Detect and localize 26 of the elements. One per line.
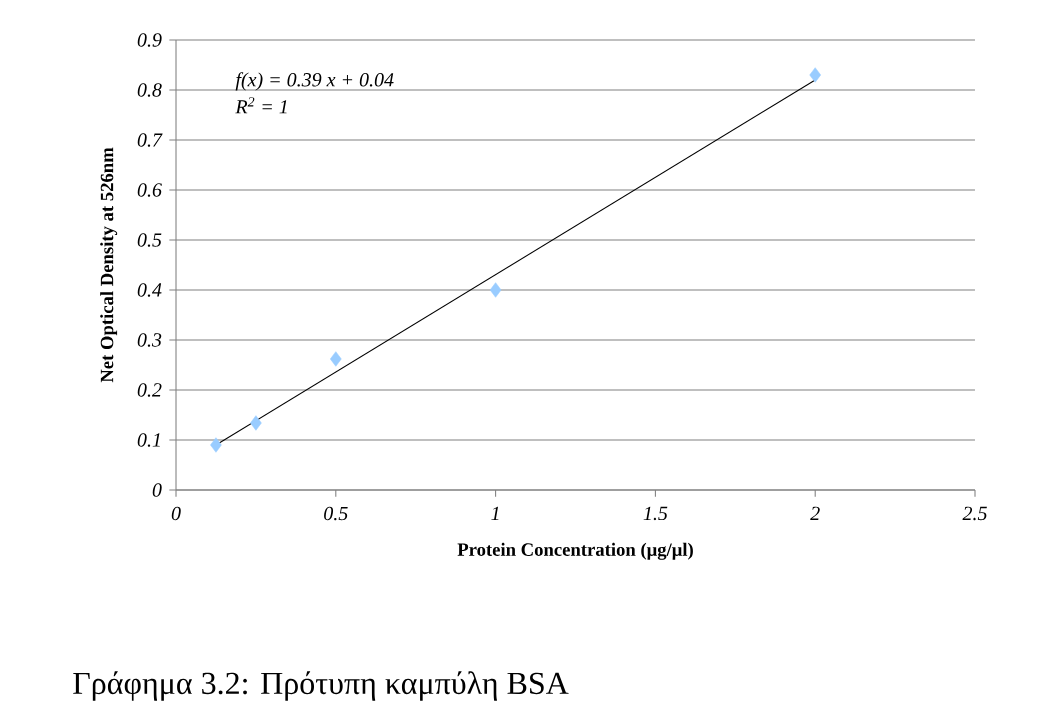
x-tick-label: 2.5 bbox=[962, 506, 987, 521]
y-axis-title: Net Optical Density at 526nm bbox=[100, 147, 118, 383]
y-tick-label: 0.9 bbox=[137, 33, 162, 47]
x-tick-label: 0 bbox=[171, 506, 181, 521]
y-tick-label: 0.7 bbox=[137, 133, 163, 147]
y-tick-label: 0 bbox=[152, 483, 162, 497]
point bbox=[809, 67, 821, 83]
x-axis-title: Protein Concentration (μg/μl) bbox=[457, 542, 693, 560]
x-tick-label: 1.5 bbox=[643, 506, 668, 521]
y-tick-label: 0.8 bbox=[137, 83, 162, 97]
y-tick-label: 0.1 bbox=[137, 433, 160, 447]
x-tick-label: 1 bbox=[491, 506, 499, 520]
y-tick-label: 0.4 bbox=[137, 283, 162, 297]
point bbox=[330, 351, 342, 367]
annotation: R$^{2}$ = 1 bbox=[235, 97, 287, 114]
y-tick-label: 0.5 bbox=[137, 233, 162, 247]
x-tick-label: 0.5 bbox=[324, 506, 348, 521]
point bbox=[489, 282, 502, 298]
y-tick-label: 0.6 bbox=[137, 183, 162, 197]
point bbox=[210, 437, 222, 453]
text: Γράφημα 3.2: Πρότυπη καμπύλη BSA bbox=[73, 671, 569, 701]
point bbox=[250, 415, 262, 431]
annotation: f(x) = 0.39 x + 0.04 bbox=[235, 72, 394, 91]
y-tick-label: 0.2 bbox=[137, 383, 162, 397]
x-tick-label: 2 bbox=[810, 506, 820, 520]
y-tick-label: 0.3 bbox=[137, 333, 162, 347]
